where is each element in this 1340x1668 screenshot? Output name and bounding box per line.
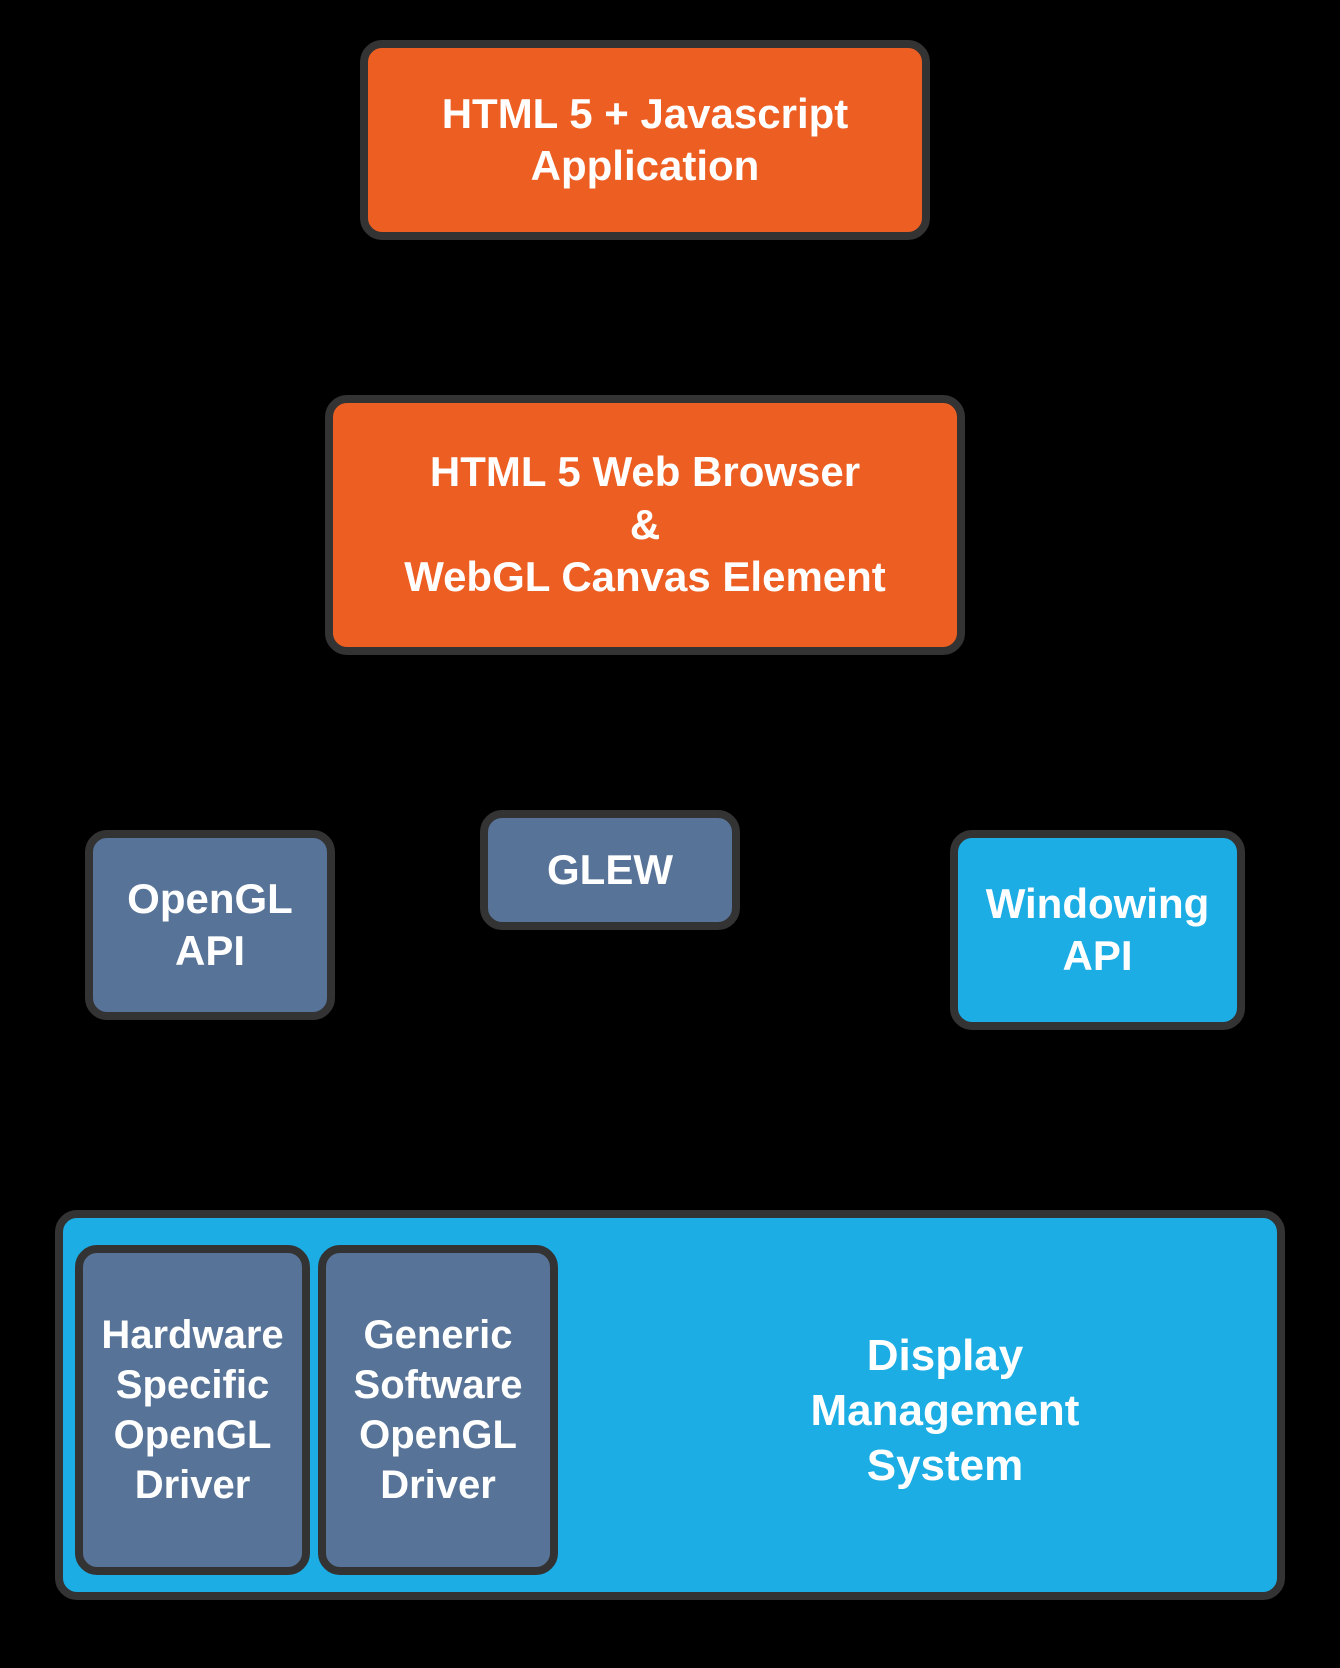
node-windowing: WindowingAPI	[950, 830, 1245, 1030]
node-sw_driver-line: Software	[354, 1360, 523, 1410]
node-app-line: Application	[531, 140, 760, 193]
node-sw_driver-line: Generic	[364, 1310, 513, 1360]
node-browser: HTML 5 Web Browser&WebGL Canvas Element	[325, 395, 965, 655]
node-browser-line: WebGL Canvas Element	[404, 551, 886, 604]
node-browser-line: HTML 5 Web Browser	[430, 446, 860, 499]
node-app: HTML 5 + JavascriptApplication	[360, 40, 930, 240]
node-sw_driver: GenericSoftwareOpenGLDriver	[318, 1245, 558, 1575]
node-hw_driver-line: Hardware	[101, 1310, 283, 1360]
node-display_label-line: Management	[811, 1383, 1080, 1438]
node-windowing-line: Windowing	[986, 878, 1210, 931]
node-display_label-line: Display	[867, 1328, 1024, 1383]
node-glew: GLEW	[480, 810, 740, 930]
node-opengl_api-line: API	[175, 925, 245, 978]
node-hw_driver-line: OpenGL	[114, 1410, 272, 1460]
node-sw_driver-line: OpenGL	[359, 1410, 517, 1460]
node-sw_driver-line: Driver	[380, 1460, 496, 1510]
node-windowing-line: API	[1062, 930, 1132, 983]
node-hw_driver: HardwareSpecificOpenGLDriver	[75, 1245, 310, 1575]
node-app-line: HTML 5 + Javascript	[442, 88, 849, 141]
node-opengl_api-line: OpenGL	[127, 873, 293, 926]
node-opengl_api: OpenGLAPI	[85, 830, 335, 1020]
node-browser-line: &	[630, 499, 660, 552]
diagram-canvas: HTML 5 + JavascriptApplication HTML 5 Web…	[0, 0, 1340, 1668]
node-display_label-line: System	[867, 1438, 1024, 1493]
node-hw_driver-line: Driver	[135, 1460, 251, 1510]
node-glew-line: GLEW	[547, 844, 673, 897]
node-hw_driver-line: Specific	[116, 1360, 269, 1410]
node-display_label: DisplayManagementSystem	[670, 1300, 1220, 1520]
